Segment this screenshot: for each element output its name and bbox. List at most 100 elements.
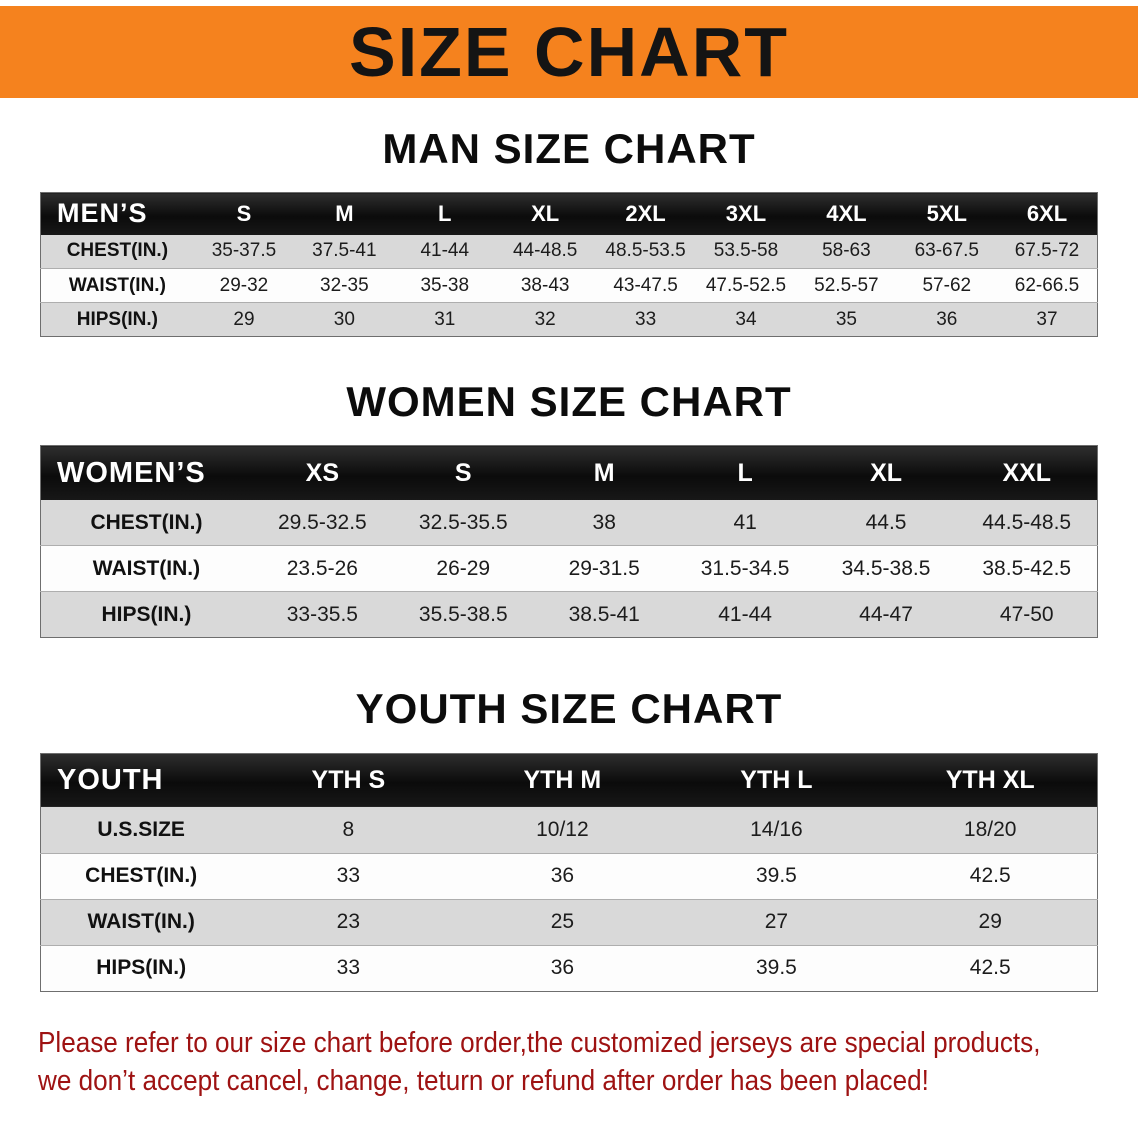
value-cell: 27 bbox=[669, 898, 884, 946]
row-label-cell: U.S.SIZE bbox=[97, 817, 185, 841]
value-cell: 35 bbox=[796, 302, 897, 337]
value-cell: 48.5-53.5 bbox=[605, 240, 686, 262]
value-cell: 10/12 bbox=[536, 817, 589, 841]
size-column-header: XS bbox=[251, 445, 393, 500]
value-cell: 14/16 bbox=[750, 817, 803, 841]
page-title: SIZE CHART bbox=[349, 13, 789, 91]
value-cell: 33 bbox=[241, 852, 456, 900]
value-cell: 36 bbox=[455, 852, 670, 900]
value-cell: 52.5-57 bbox=[796, 268, 897, 303]
measurement-row: HIPS(IN.) 33-35.5 35.5-38.5 38.5-41 41-44 44-… bbox=[40, 591, 1098, 638]
size-column-header: YTH XL bbox=[883, 753, 1098, 808]
size-column-header: XXL bbox=[956, 445, 1098, 500]
value-cell: 53.5-58 bbox=[713, 240, 779, 262]
measurement-row: CHEST(IN.) 35-37.5 37.5-41 41-44 44-48.5 48.5… bbox=[40, 234, 1098, 269]
women-size-section: WOMEN SIZE CHART WOMEN’S XS S M L XL XXL CHEST(… bbox=[0, 378, 1138, 639]
value-cell: 44-48.5 bbox=[512, 240, 578, 262]
measurement-row: WAIST(IN.) 23 25 27 29 bbox=[40, 898, 1098, 946]
disclaimer: Please refer to our size chart before or… bbox=[38, 1024, 1100, 1101]
size-column-header: 6XL bbox=[997, 192, 1098, 235]
value-cell: 38.5-41 bbox=[533, 591, 675, 638]
value-cell: 23.5-26 bbox=[251, 545, 393, 592]
value-cell: 34 bbox=[695, 302, 797, 337]
size-column-header: 5XL bbox=[896, 192, 997, 235]
size-column-header: S bbox=[392, 445, 534, 500]
value-cell: 32-35 bbox=[294, 268, 395, 303]
disclaimer-line-2: we don’t accept cancel, change, teturn o… bbox=[38, 1064, 929, 1097]
value-cell: 44.5-48.5 bbox=[982, 510, 1072, 534]
size-column-header: YTH L bbox=[669, 753, 884, 808]
value-cell: 31.5-34.5 bbox=[674, 545, 816, 592]
header-row: MEN’S S M L XL 2XL 3XL 4XL 5XL 6XL bbox=[40, 192, 1098, 235]
value-cell: 38 bbox=[592, 510, 616, 534]
measurement-row: WAIST(IN.) 29-32 32-35 35-38 38-43 43-47.5 47.… bbox=[40, 268, 1098, 303]
size-column-header: 2XL bbox=[595, 192, 696, 235]
size-column-header: YTH S bbox=[241, 753, 456, 808]
value-cell: 25 bbox=[455, 898, 670, 946]
value-cell: 57-62 bbox=[896, 268, 997, 303]
size-column-header: XL bbox=[815, 445, 957, 500]
size-column-header: S bbox=[193, 192, 295, 235]
value-cell: 35-37.5 bbox=[211, 240, 277, 262]
disclaimer-line-1: Please refer to our size chart before or… bbox=[38, 1026, 1041, 1059]
value-cell: 44.5 bbox=[865, 510, 907, 534]
value-cell: 36 bbox=[896, 302, 997, 337]
measurement-row: U.S.SIZE 8 10/12 14/16 18/20 bbox=[40, 807, 1098, 854]
row-label-cell: WAIST(IN.) bbox=[40, 545, 252, 592]
men-size-section: MAN SIZE CHART MEN’S S M L XL 2XL 3XL 4XL 5XL 6XL… bbox=[0, 125, 1138, 338]
youth-size-section: YOUTH SIZE CHART YOUTH YTH S YTH M YTH L YTH… bbox=[0, 685, 1138, 992]
value-cell: 63-67.5 bbox=[914, 240, 980, 262]
value-cell: 18/20 bbox=[963, 817, 1017, 841]
size-column-header: L bbox=[394, 192, 495, 235]
measurement-row: WAIST(IN.) 23.5-26 26-29 29-31.5 31.5-34.5 34… bbox=[40, 545, 1098, 592]
size-column-header: 4XL bbox=[796, 192, 897, 235]
value-cell: 33 bbox=[595, 302, 696, 337]
women-size-table: WOMEN’S XS S M L XL XXL CHEST(IN.) 29.5-32.5 32.5… bbox=[40, 445, 1098, 639]
value-cell: 29-31.5 bbox=[533, 545, 675, 592]
row-label-cell: CHEST(IN.) bbox=[66, 240, 169, 262]
measurement-row: HIPS(IN.) 33 36 39.5 42.5 bbox=[40, 944, 1098, 992]
value-cell: 33-35.5 bbox=[251, 591, 393, 638]
value-cell: 37.5-41 bbox=[312, 240, 377, 262]
value-cell: 44-47 bbox=[815, 591, 957, 638]
value-cell: 35.5-38.5 bbox=[392, 591, 534, 638]
row-label-cell: HIPS(IN.) bbox=[40, 944, 242, 992]
value-cell: 36 bbox=[455, 944, 670, 992]
value-cell: 29-32 bbox=[193, 268, 295, 303]
header-row: WOMEN’S XS S M L XL XXL bbox=[40, 445, 1098, 500]
banner: SIZE CHART bbox=[0, 6, 1138, 98]
value-cell: 23 bbox=[241, 898, 456, 946]
value-cell: 26-29 bbox=[392, 545, 534, 592]
value-cell: 33 bbox=[241, 944, 456, 992]
value-cell: 32.5-35.5 bbox=[418, 510, 508, 534]
row-label-cell: CHEST(IN.) bbox=[40, 852, 242, 900]
size-column-header: L bbox=[674, 445, 816, 500]
size-column-header: 3XL bbox=[695, 192, 797, 235]
value-cell: 39.5 bbox=[669, 944, 884, 992]
value-cell: 8 bbox=[342, 817, 355, 841]
header-row: YOUTH YTH S YTH M YTH L YTH XL bbox=[40, 753, 1098, 808]
value-cell: 62-66.5 bbox=[997, 268, 1098, 303]
row-label-cell: CHEST(IN.) bbox=[90, 510, 203, 534]
youth-size-chart-heading: YOUTH SIZE CHART bbox=[355, 685, 783, 733]
value-cell: 42.5 bbox=[883, 852, 1098, 900]
measurement-row: CHEST(IN.) 33 36 39.5 42.5 bbox=[40, 852, 1098, 900]
value-cell: 37 bbox=[997, 302, 1098, 337]
measurement-row: CHEST(IN.) 29.5-32.5 32.5-35.5 38 41 44.5 44.5… bbox=[40, 499, 1098, 546]
men-size-table: MEN’S S M L XL 2XL 3XL 4XL 5XL 6XL CHEST(IN.) 35-37… bbox=[40, 192, 1098, 338]
table-title-cell: WOMEN’S bbox=[40, 445, 252, 500]
row-label-cell: WAIST(IN.) bbox=[40, 898, 242, 946]
measurement-row: HIPS(IN.) 29 30 31 32 33 34 35 36 37 bbox=[40, 302, 1098, 337]
value-cell: 41-44 bbox=[674, 591, 816, 638]
size-column-header: YTH M bbox=[455, 753, 670, 808]
size-column-header: M bbox=[294, 192, 395, 235]
men-size-chart-heading: MAN SIZE CHART bbox=[382, 125, 756, 172]
table-title-cell: YOUTH bbox=[40, 753, 242, 808]
value-cell: 34.5-38.5 bbox=[815, 545, 957, 592]
value-cell: 29 bbox=[883, 898, 1098, 946]
value-cell: 35-38 bbox=[394, 268, 495, 303]
value-cell: 43-47.5 bbox=[595, 268, 696, 303]
value-cell: 32 bbox=[494, 302, 596, 337]
women-size-chart-heading: WOMEN SIZE CHART bbox=[346, 378, 792, 426]
row-label-cell: HIPS(IN.) bbox=[40, 591, 252, 638]
